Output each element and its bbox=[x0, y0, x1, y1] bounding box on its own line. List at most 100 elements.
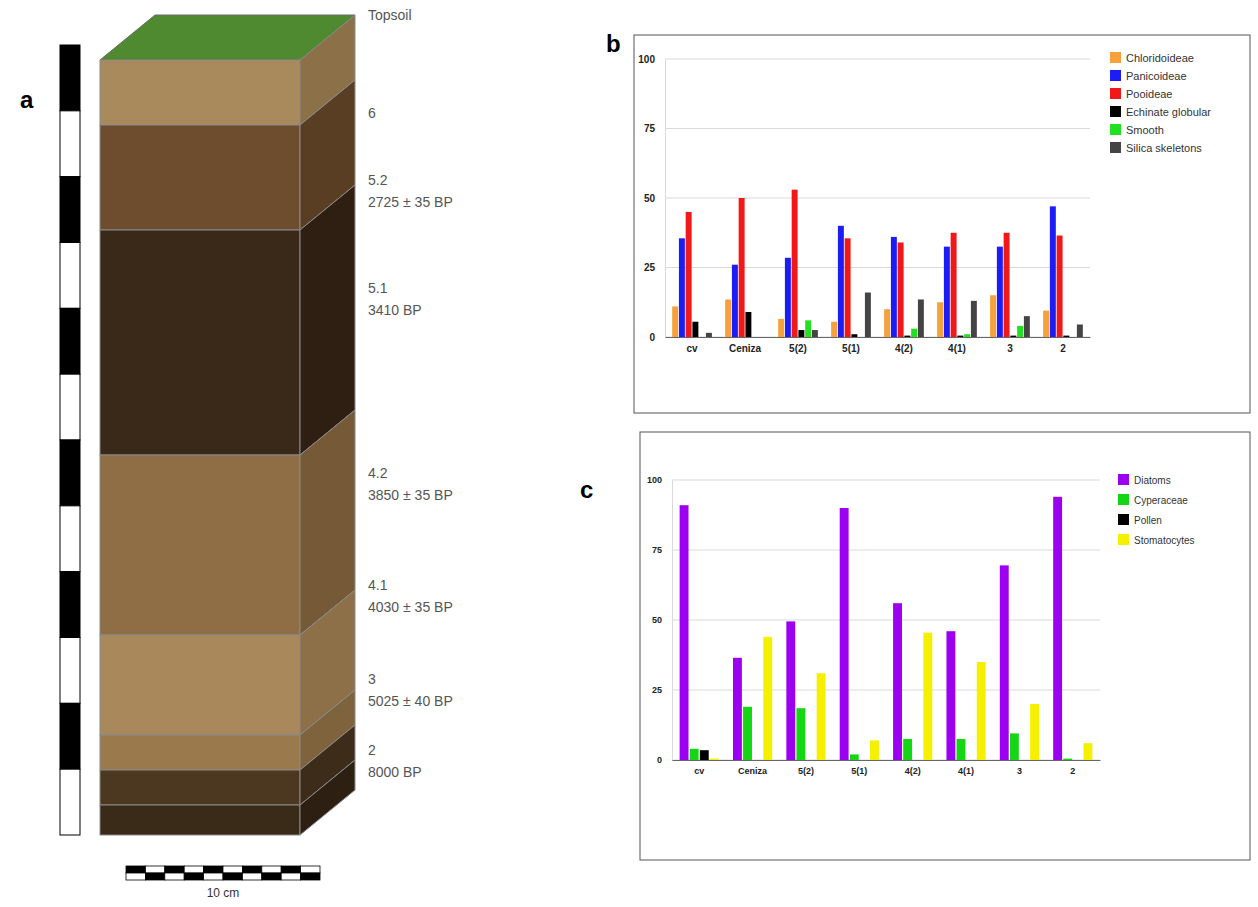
scale-segment bbox=[60, 572, 80, 638]
x-tick-label: cv bbox=[686, 343, 698, 354]
scale-segment bbox=[204, 873, 223, 880]
legend-label: Smooth bbox=[1126, 124, 1164, 136]
x-tick-label: 5(1) bbox=[842, 343, 860, 354]
layer-name: 5.2 bbox=[368, 172, 388, 188]
bar bbox=[937, 302, 943, 337]
vertical-scale-bar bbox=[60, 45, 80, 835]
bar bbox=[923, 633, 932, 760]
bar bbox=[686, 212, 692, 337]
panel-label: b bbox=[606, 30, 621, 57]
x-tick: 5(2) bbox=[798, 766, 814, 776]
x-tick-label: cv bbox=[694, 766, 704, 776]
bar bbox=[957, 336, 963, 337]
scale-segment bbox=[242, 873, 261, 880]
bar bbox=[858, 337, 864, 338]
legend-swatch bbox=[1110, 142, 1121, 153]
x-axis: cvCeniza5(2)5(1)4(2)4(1)32 bbox=[673, 761, 1101, 777]
bar bbox=[951, 233, 957, 337]
bar bbox=[798, 330, 804, 337]
x-tick-label: 3 bbox=[1017, 766, 1022, 776]
bar bbox=[946, 631, 955, 760]
grid-line bbox=[672, 550, 1100, 551]
scale-segment bbox=[60, 308, 80, 374]
layer-name: 3 bbox=[368, 671, 376, 687]
series bbox=[690, 707, 1072, 760]
bar bbox=[1017, 326, 1023, 337]
bar bbox=[679, 238, 685, 337]
y-tick-label: 50 bbox=[652, 615, 662, 625]
chart-panel: c0255075100cvCeniza5(2)5(1)4(2)4(1)32Dia… bbox=[580, 432, 1250, 860]
x-axis: cvCeniza5(2)5(1)4(2)4(1)32 bbox=[666, 338, 1091, 355]
layer-front bbox=[100, 125, 300, 230]
scale-segment bbox=[60, 703, 80, 769]
y-tick: 0 bbox=[649, 332, 665, 343]
layer-front bbox=[100, 230, 300, 455]
bar bbox=[785, 258, 791, 337]
legend-label: Diatoms bbox=[1134, 475, 1171, 486]
layer-date: 4030 ± 35 BP bbox=[368, 599, 453, 615]
bar bbox=[710, 759, 719, 760]
scale-segment bbox=[60, 769, 80, 835]
legend-swatch bbox=[1110, 52, 1121, 63]
layer-date: 2725 ± 35 BP bbox=[368, 194, 453, 210]
layer-front bbox=[100, 735, 300, 770]
bar bbox=[759, 337, 765, 338]
y-tick: 75 bbox=[644, 123, 665, 134]
x-tick-label: 3 bbox=[1007, 343, 1013, 354]
x-tick: 4(1) bbox=[948, 343, 966, 354]
grid bbox=[665, 59, 1090, 337]
layer-name: 6 bbox=[368, 105, 376, 121]
bar bbox=[672, 306, 678, 337]
layer-name: Topsoil bbox=[368, 7, 412, 23]
legend-label: Pooideae bbox=[1126, 88, 1173, 100]
legend-label: Cyperaceae bbox=[1134, 495, 1188, 506]
bar bbox=[944, 247, 950, 337]
bar bbox=[884, 309, 890, 337]
panel-frame bbox=[634, 35, 1250, 413]
layer-front bbox=[100, 770, 300, 805]
y-tick-label: 50 bbox=[644, 193, 656, 204]
layer-front bbox=[100, 60, 300, 125]
legend-swatch bbox=[1118, 534, 1129, 545]
x-tick: 3 bbox=[1017, 766, 1022, 776]
scale-segment bbox=[301, 866, 320, 873]
bar bbox=[1010, 336, 1016, 337]
scale-segment bbox=[223, 873, 242, 880]
bars bbox=[672, 190, 1083, 337]
horizontal-scale-bar bbox=[126, 866, 320, 880]
y-tick: 25 bbox=[652, 685, 672, 695]
y-tick-label: 0 bbox=[649, 332, 655, 343]
layer-side bbox=[300, 185, 355, 455]
bar bbox=[904, 336, 910, 337]
legend-label: Pollen bbox=[1134, 515, 1162, 526]
y-tick-label: 75 bbox=[644, 123, 656, 134]
bar bbox=[739, 198, 745, 337]
bar bbox=[1070, 337, 1076, 338]
scale-segment bbox=[60, 111, 80, 177]
grid-line bbox=[665, 267, 1090, 268]
x-tick: 3 bbox=[1007, 343, 1013, 354]
bar bbox=[865, 293, 871, 337]
grid-line bbox=[665, 128, 1090, 129]
x-tick-label: 5(2) bbox=[789, 343, 807, 354]
legend-label: Silica skeletons bbox=[1126, 142, 1202, 154]
y-tick: 25 bbox=[644, 262, 665, 273]
legend-label: Panicoideae bbox=[1126, 70, 1187, 82]
grid-line bbox=[665, 198, 1090, 199]
soil-block bbox=[100, 15, 355, 835]
scale-segment-inner bbox=[66, 578, 74, 632]
x-axis-line bbox=[666, 337, 1091, 338]
bar bbox=[913, 760, 922, 761]
bar bbox=[700, 750, 709, 760]
scale-segment bbox=[262, 873, 281, 880]
bar bbox=[763, 637, 772, 760]
x-tick: 5(2) bbox=[789, 343, 807, 354]
x-tick: 4(2) bbox=[905, 766, 921, 776]
bar bbox=[690, 749, 699, 760]
bar bbox=[957, 739, 966, 760]
bar bbox=[1063, 336, 1069, 337]
grid bbox=[672, 480, 1100, 760]
scale-segment-inner bbox=[66, 446, 74, 500]
y-tick-label: 0 bbox=[657, 755, 662, 765]
y-tick-label: 25 bbox=[652, 685, 662, 695]
